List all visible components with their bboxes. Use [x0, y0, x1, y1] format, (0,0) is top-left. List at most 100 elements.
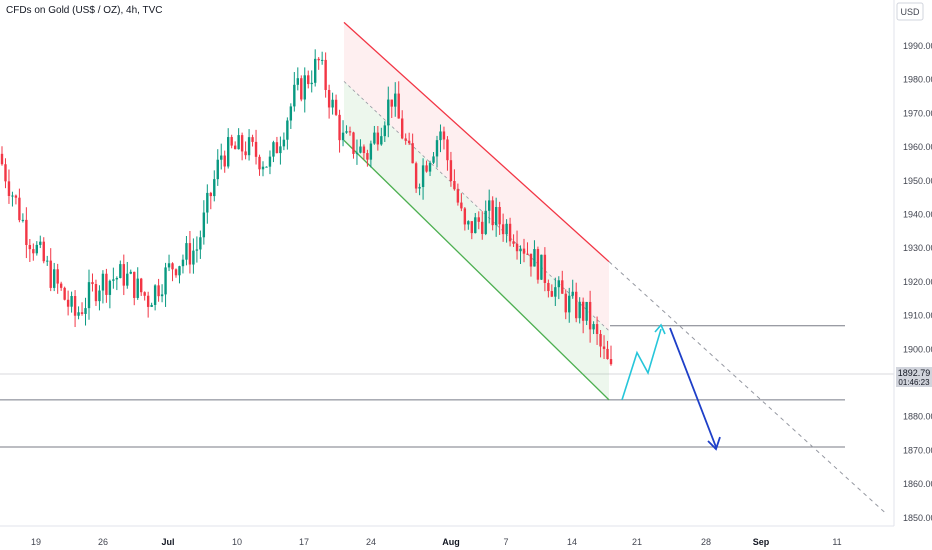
- candle-body: [428, 162, 432, 172]
- candle-body: [484, 210, 487, 234]
- candle: [230, 134, 233, 149]
- candle: [209, 191, 212, 210]
- candle-body: [383, 125, 386, 137]
- candle-body: [320, 59, 324, 61]
- candle: [564, 289, 567, 320]
- candles-layer: [0, 49, 613, 366]
- candle-body: [470, 221, 473, 234]
- candle-body: [425, 165, 428, 172]
- candle: [233, 141, 237, 150]
- candle: [286, 117, 289, 150]
- candle-body: [220, 155, 223, 160]
- projection-up-path[interactable]: [621, 328, 662, 401]
- candle-body: [4, 164, 7, 182]
- candle: [526, 242, 529, 256]
- candle-body: [449, 160, 453, 181]
- candle-body: [171, 263, 174, 270]
- candle-body: [188, 243, 192, 265]
- candle: [146, 291, 150, 318]
- trendline-extension[interactable]: [608, 261, 888, 515]
- candle-body: [460, 202, 463, 209]
- candle: [460, 193, 463, 212]
- candle: [474, 212, 477, 234]
- candle-body: [585, 301, 588, 321]
- candle: [129, 269, 132, 275]
- channel-upper-line[interactable]: [343, 21, 610, 263]
- time-tick-label: 14: [567, 537, 577, 547]
- candle: [87, 269, 91, 320]
- candle-body: [609, 359, 613, 365]
- candle-body: [25, 219, 28, 245]
- candle: [11, 191, 14, 207]
- candle-body: [282, 139, 286, 147]
- candle: [449, 151, 453, 187]
- candle: [216, 149, 219, 186]
- candle-body: [42, 241, 45, 262]
- candle: [223, 150, 226, 173]
- candle: [289, 103, 293, 129]
- price-axis[interactable]: USD 1990.00 1980.00 1970.00 1960.00 1950.00 1…: [893, 0, 932, 526]
- candle: [160, 284, 164, 303]
- candle-body: [501, 224, 505, 235]
- candle: [4, 158, 7, 189]
- price-tick-label: 1860.00: [903, 479, 932, 489]
- candle-body: [564, 293, 567, 313]
- candle: [501, 213, 505, 242]
- channel-lower-line[interactable]: [343, 139, 610, 401]
- candle: [296, 67, 299, 91]
- candle-body: [515, 243, 519, 252]
- candle: [178, 265, 181, 284]
- candle-body: [195, 249, 199, 251]
- candle: [435, 135, 439, 168]
- candle: [108, 279, 112, 309]
- candle: [491, 196, 494, 231]
- candle-body: [108, 280, 112, 295]
- candle-body: [206, 192, 209, 213]
- candle-body: [53, 269, 56, 288]
- last-price-countdown: 01:46:23: [898, 378, 930, 387]
- candle: [293, 72, 296, 112]
- candle-body: [66, 299, 70, 307]
- candle-body: [550, 291, 554, 297]
- candle-body: [213, 179, 216, 197]
- candle-body: [414, 163, 418, 189]
- time-tick-label: 11: [832, 537, 841, 547]
- candle: [310, 70, 313, 93]
- candle-body: [230, 137, 233, 146]
- candle: [394, 82, 397, 117]
- candle-body: [331, 99, 334, 108]
- candle-body: [56, 269, 59, 284]
- projection-down-path[interactable]: [669, 327, 717, 448]
- candle-body: [59, 283, 63, 288]
- candle-body: [244, 151, 247, 156]
- candle-body: [307, 75, 310, 85]
- candle-body: [595, 324, 599, 334]
- candle: [470, 221, 473, 240]
- currency-label: USD: [900, 7, 920, 17]
- candle-body: [28, 244, 32, 250]
- candle-body: [261, 166, 265, 170]
- candle-body: [146, 295, 150, 307]
- candle: [143, 291, 146, 301]
- candle-body: [512, 241, 515, 244]
- currency-badge[interactable]: [896, 2, 924, 21]
- candle-body: [63, 287, 66, 300]
- candle: [265, 166, 268, 168]
- candle-body: [275, 142, 279, 154]
- candle-body: [136, 278, 139, 298]
- time-tick-label: 19: [31, 537, 41, 547]
- candle-body: [435, 140, 439, 157]
- candle-body: [32, 249, 35, 254]
- candle-body: [334, 99, 338, 115]
- time-axis[interactable]: 19 26 Jul 10 17 24 Aug 7 14 21 28 Sep 11: [0, 525, 894, 547]
- candle-body: [519, 248, 522, 252]
- candle-body: [352, 132, 355, 154]
- candle: [251, 134, 254, 147]
- candle: [554, 277, 557, 307]
- candle-body: [233, 145, 237, 150]
- candle: [185, 235, 188, 266]
- candle-body: [202, 212, 206, 238]
- candle: [261, 161, 265, 177]
- candle-body: [7, 181, 11, 196]
